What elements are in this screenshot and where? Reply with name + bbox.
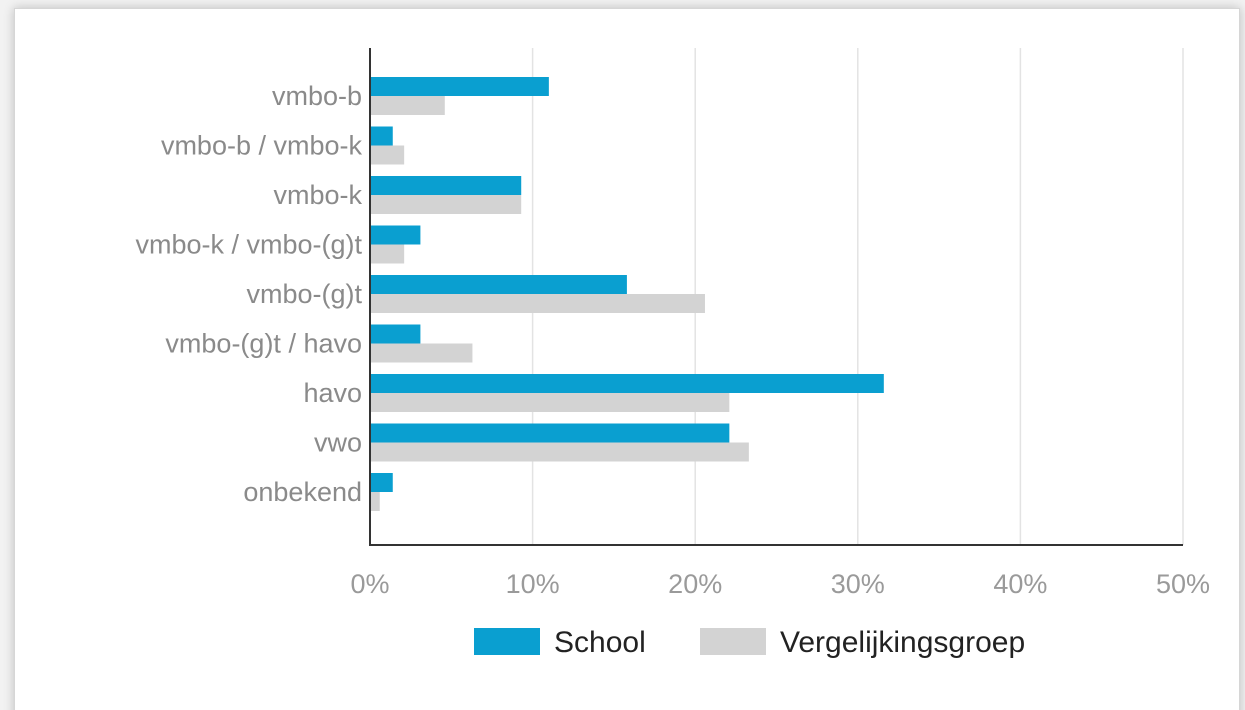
category-label: vmbo-k	[273, 180, 362, 210]
legend-label: School	[554, 626, 646, 659]
x-tick-label: 50%	[1156, 569, 1210, 599]
bar-school	[370, 374, 884, 393]
legend: School Vergelijkingsgroep	[474, 626, 1025, 659]
bar-school	[370, 473, 393, 492]
legend-swatch	[700, 628, 766, 655]
bar-vergelijkingsgroep	[370, 442, 749, 462]
bar-vergelijkingsgroep	[370, 244, 405, 264]
legend-swatch	[474, 628, 540, 655]
legend-label: Vergelijkingsgroep	[780, 626, 1025, 659]
bar-school	[370, 126, 393, 146]
x-tick-label: 10%	[506, 569, 560, 599]
bar-vergelijkingsgroep	[370, 195, 522, 214]
bar-school	[370, 225, 421, 245]
category-label: vmbo-b	[272, 81, 362, 111]
bars	[370, 77, 884, 511]
category-label: vwo	[314, 428, 362, 458]
category-label: havo	[303, 378, 362, 408]
chart-card	[14, 8, 1240, 710]
bar-vergelijkingsgroep	[370, 145, 405, 165]
x-tick-label: 20%	[668, 569, 722, 599]
x-tick-label: 30%	[831, 569, 885, 599]
category-label: vmbo-(g)t / havo	[165, 329, 362, 359]
bar-school	[370, 324, 421, 344]
bar-vergelijkingsgroep	[370, 96, 445, 115]
bar-school	[370, 77, 549, 96]
bar-vergelijkingsgroep	[370, 343, 473, 363]
category-labels: vmbo-b vmbo-b / vmbo-k vmbo-k vmbo-k / vmbo…	[135, 81, 362, 507]
x-tick-label: 40%	[993, 569, 1047, 599]
category-label: vmbo-b / vmbo-k	[161, 131, 363, 161]
x-tick-label: 0%	[350, 569, 389, 599]
x-tick-labels: 0% 10% 20% 30% 40% 50%	[350, 569, 1210, 599]
category-label: onbekend	[243, 477, 362, 507]
bar-school	[370, 423, 730, 443]
category-label: vmbo-(g)t	[246, 279, 362, 309]
bar-vergelijkingsgroep	[370, 294, 705, 313]
bar-school	[370, 275, 627, 294]
bar-vergelijkingsgroep	[370, 393, 730, 412]
bar-vergelijkingsgroep	[370, 492, 380, 511]
category-label: vmbo-k / vmbo-(g)t	[135, 230, 362, 260]
bar-school	[370, 176, 522, 195]
